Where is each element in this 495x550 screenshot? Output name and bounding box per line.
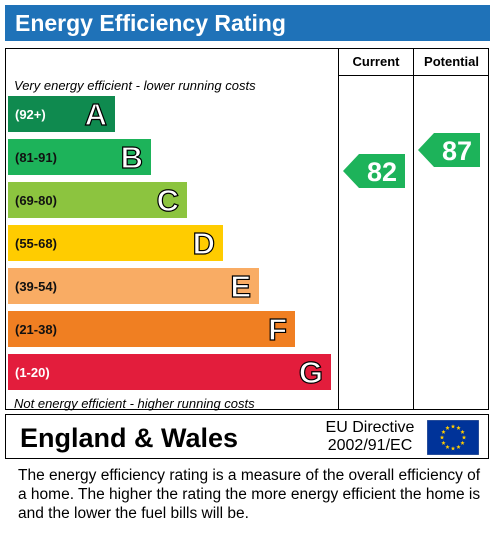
page-title: Energy Efficiency Rating bbox=[15, 10, 286, 36]
flag-star-icon bbox=[461, 435, 467, 440]
current-rating-value: 82 bbox=[367, 157, 397, 187]
band-range-b: (81-91) bbox=[15, 150, 57, 165]
directive-line-2: 2002/91/EC bbox=[327, 437, 413, 454]
rating-chart-frame bbox=[5, 48, 489, 410]
flag-star-icon bbox=[460, 440, 465, 445]
current-column-header: Current bbox=[352, 54, 400, 69]
band-range-c: (69-80) bbox=[15, 193, 57, 208]
band-letter-g: G bbox=[299, 355, 323, 390]
band-bar-d bbox=[8, 225, 223, 261]
band-range-f: (21-38) bbox=[15, 322, 57, 337]
current-rating-arrow bbox=[343, 154, 405, 188]
eu-flag-icon bbox=[427, 420, 479, 455]
potential-rating-arrow bbox=[418, 133, 480, 167]
flag-star-icon bbox=[450, 424, 456, 429]
band-bar-g bbox=[8, 354, 331, 390]
band-letter-d: D bbox=[193, 226, 215, 261]
band-range-e: (39-54) bbox=[15, 279, 57, 294]
directive-line-1: EU Directive bbox=[325, 419, 415, 436]
flag-star-icon bbox=[450, 446, 456, 451]
column-divider-potential bbox=[413, 48, 414, 410]
title-bar: Energy Efficiency Rating bbox=[5, 5, 490, 41]
band-bar-c bbox=[8, 182, 187, 218]
band-letter-f: F bbox=[268, 312, 287, 347]
flag-star-icon bbox=[456, 444, 461, 449]
caption-very-efficient: Very energy efficient - lower running co… bbox=[14, 78, 256, 93]
column-divider-current bbox=[338, 48, 339, 410]
band-bar-b bbox=[8, 139, 151, 175]
band-range-g: (1-20) bbox=[15, 365, 50, 380]
flag-star-icon bbox=[456, 425, 461, 430]
band-range-a: (92+) bbox=[15, 107, 46, 122]
band-letter-c: C bbox=[157, 183, 179, 218]
band-bar-a bbox=[8, 96, 115, 132]
potential-rating-value: 87 bbox=[442, 136, 472, 166]
flag-star-icon bbox=[441, 429, 446, 434]
band-letter-a: A bbox=[85, 97, 107, 132]
explanation-text: The energy efficiency rating is a measur… bbox=[18, 467, 481, 522]
flag-star-icon bbox=[460, 429, 465, 434]
region-label: England & Wales bbox=[20, 423, 239, 453]
band-bar-f bbox=[8, 311, 295, 347]
caption-not-efficient: Not energy efficient - higher running co… bbox=[14, 396, 255, 411]
flag-star-icon bbox=[441, 440, 446, 445]
band-letter-e: E bbox=[230, 269, 251, 304]
band-range-d: (55-68) bbox=[15, 236, 57, 251]
column-header-divider bbox=[338, 75, 489, 76]
band-bar-e bbox=[8, 268, 259, 304]
eu-directive: EU Directive 2002/91/EC bbox=[318, 419, 422, 455]
flag-star-icon bbox=[445, 444, 450, 449]
band-letter-b: B bbox=[121, 140, 143, 175]
footer-box bbox=[5, 414, 489, 459]
flag-star-icon bbox=[439, 435, 445, 440]
potential-column-header: Potential bbox=[424, 54, 479, 69]
flag-star-icon bbox=[445, 425, 450, 430]
